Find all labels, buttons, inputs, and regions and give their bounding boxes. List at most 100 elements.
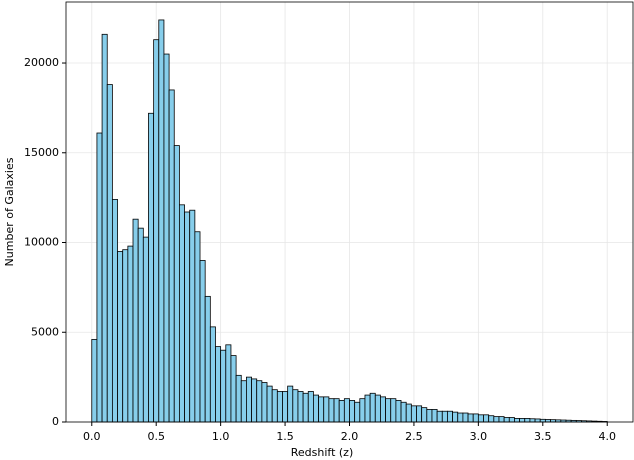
x-tick-label: 3.0 — [470, 430, 488, 443]
bar — [477, 414, 484, 423]
bar — [519, 418, 526, 423]
x-tick-label: 0.5 — [147, 430, 165, 443]
bar — [503, 417, 510, 423]
bar — [343, 398, 350, 423]
bar — [246, 376, 252, 423]
bar — [235, 374, 242, 423]
bar — [405, 403, 412, 423]
bar — [199, 260, 206, 423]
bar — [462, 412, 469, 423]
bar — [209, 326, 216, 423]
y-tick-label: 5000 — [31, 325, 59, 338]
bar — [287, 385, 294, 423]
bar — [292, 389, 299, 423]
bar — [369, 392, 376, 423]
bar — [297, 391, 304, 423]
bar — [184, 211, 191, 423]
bar — [307, 391, 314, 423]
x-axis-label: Redshift (z) — [291, 446, 354, 459]
bar — [374, 394, 381, 423]
bar — [256, 380, 263, 423]
bar — [178, 204, 185, 423]
bar — [359, 398, 366, 423]
y-tick-label: 0 — [52, 415, 59, 428]
bar — [333, 398, 340, 423]
bar — [137, 227, 144, 423]
bar — [514, 418, 520, 423]
y-tick-label: 10000 — [24, 236, 59, 249]
y-axis-label: Number of Galaxies — [3, 157, 16, 266]
bar — [323, 396, 330, 423]
bar — [436, 410, 443, 423]
bar — [313, 394, 319, 423]
bar — [338, 400, 345, 423]
bar — [240, 380, 247, 423]
bar — [447, 410, 453, 423]
bar — [282, 391, 289, 423]
bar — [472, 413, 479, 423]
bar — [101, 33, 108, 423]
bar — [158, 19, 165, 423]
bar — [220, 349, 227, 423]
bar — [524, 418, 531, 423]
x-tick-label: 0.0 — [83, 430, 101, 443]
bar — [508, 417, 515, 423]
bar — [132, 218, 139, 423]
bar — [261, 382, 268, 423]
bar — [529, 418, 536, 423]
bar — [467, 413, 474, 423]
bar — [302, 392, 309, 423]
bar — [189, 209, 196, 423]
bar — [534, 418, 541, 423]
bar — [364, 394, 371, 423]
bar — [122, 249, 129, 423]
bar — [91, 339, 98, 423]
bar — [390, 398, 397, 423]
bar — [354, 401, 361, 423]
bar — [498, 416, 505, 423]
bar — [488, 415, 495, 423]
bar — [493, 416, 500, 423]
bar — [271, 389, 278, 423]
bar — [318, 396, 325, 423]
bar — [266, 385, 273, 423]
bar — [225, 344, 232, 423]
x-tick-label: 4.0 — [598, 430, 616, 443]
bar — [395, 400, 402, 423]
bar — [416, 405, 423, 423]
bar — [328, 398, 335, 423]
y-tick-label: 20000 — [24, 56, 59, 69]
bar — [539, 418, 546, 423]
bar — [251, 378, 258, 423]
bar — [142, 236, 149, 423]
bar — [106, 84, 113, 423]
bar — [410, 405, 417, 423]
y-tick-label: 15000 — [24, 146, 59, 159]
bar — [431, 409, 438, 423]
bar — [380, 396, 386, 423]
bar — [163, 53, 170, 423]
bar — [168, 89, 175, 423]
plot-frame — [65, 1, 634, 423]
bar — [127, 245, 134, 423]
bar — [441, 410, 448, 423]
bar — [148, 112, 155, 423]
x-tick-label: 2.0 — [341, 430, 359, 443]
bar — [385, 398, 392, 423]
x-tick-label: 1.0 — [212, 430, 230, 443]
bar — [194, 231, 201, 423]
bar — [457, 412, 464, 423]
x-tick-label: 1.5 — [276, 430, 294, 443]
bar — [173, 145, 180, 423]
bar — [215, 346, 222, 423]
bar — [153, 39, 160, 423]
bar — [96, 132, 103, 423]
bar — [276, 391, 283, 423]
bar — [421, 407, 428, 423]
bar — [400, 401, 407, 423]
x-tick-label: 2.5 — [405, 430, 423, 443]
bar — [452, 411, 459, 423]
bar — [117, 251, 124, 423]
bar — [230, 355, 237, 423]
